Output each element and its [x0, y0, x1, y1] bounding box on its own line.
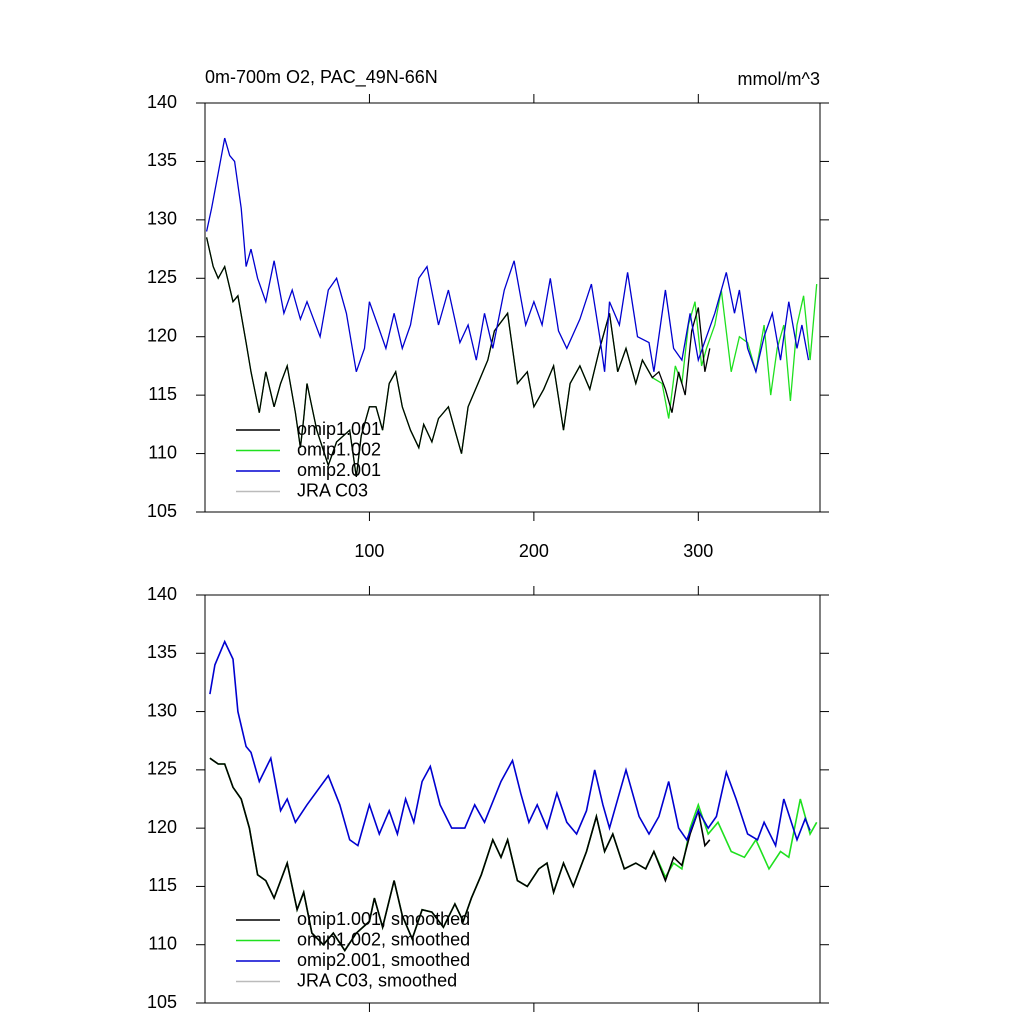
y-tick-label: 115	[148, 384, 177, 404]
series-line	[209, 639, 811, 849]
plot-frame	[204, 594, 821, 1004]
legend-label: omip1.001, smoothed	[297, 909, 470, 929]
y-tick-label: 125	[147, 759, 177, 779]
y-tick-label: 110	[148, 442, 177, 462]
x-tick-label: 300	[683, 541, 713, 561]
y-tick-label: 130	[147, 700, 177, 720]
legend-label: JRA C03, smoothed	[297, 970, 457, 990]
legend-label: omip1.001	[297, 419, 381, 439]
units-label: mmol/m^3	[738, 69, 820, 89]
y-tick-label: 115	[148, 875, 177, 895]
legend-label: omip2.001	[297, 460, 381, 480]
y-tick-label: 120	[147, 817, 177, 837]
plot-frame	[204, 102, 821, 513]
legend-label: omip2.001, smoothed	[297, 950, 470, 970]
y-tick-label: 130	[147, 209, 177, 229]
y-tick-label: 135	[147, 150, 177, 170]
x-tick-label: 100	[354, 541, 384, 561]
y-tick-label: 110	[148, 933, 177, 953]
series-line	[205, 237, 711, 477]
y-tick-label: 105	[147, 501, 177, 521]
y-tick-label: 140	[147, 584, 177, 604]
y-tick-label: 135	[147, 642, 177, 662]
legend-label: omip1.002, smoothed	[297, 929, 470, 949]
legend-label: omip1.002	[297, 439, 381, 459]
y-tick-label: 105	[147, 992, 177, 1012]
x-tick-label: 200	[519, 541, 549, 561]
legend-label: JRA C03	[297, 480, 368, 500]
y-tick-label: 125	[147, 267, 177, 287]
series-line	[205, 137, 810, 375]
y-tick-label: 140	[147, 92, 177, 112]
chart-title: 0m-700m O2, PAC_49N-66N	[205, 67, 438, 88]
y-tick-label: 120	[147, 325, 177, 345]
series-line	[209, 757, 711, 952]
